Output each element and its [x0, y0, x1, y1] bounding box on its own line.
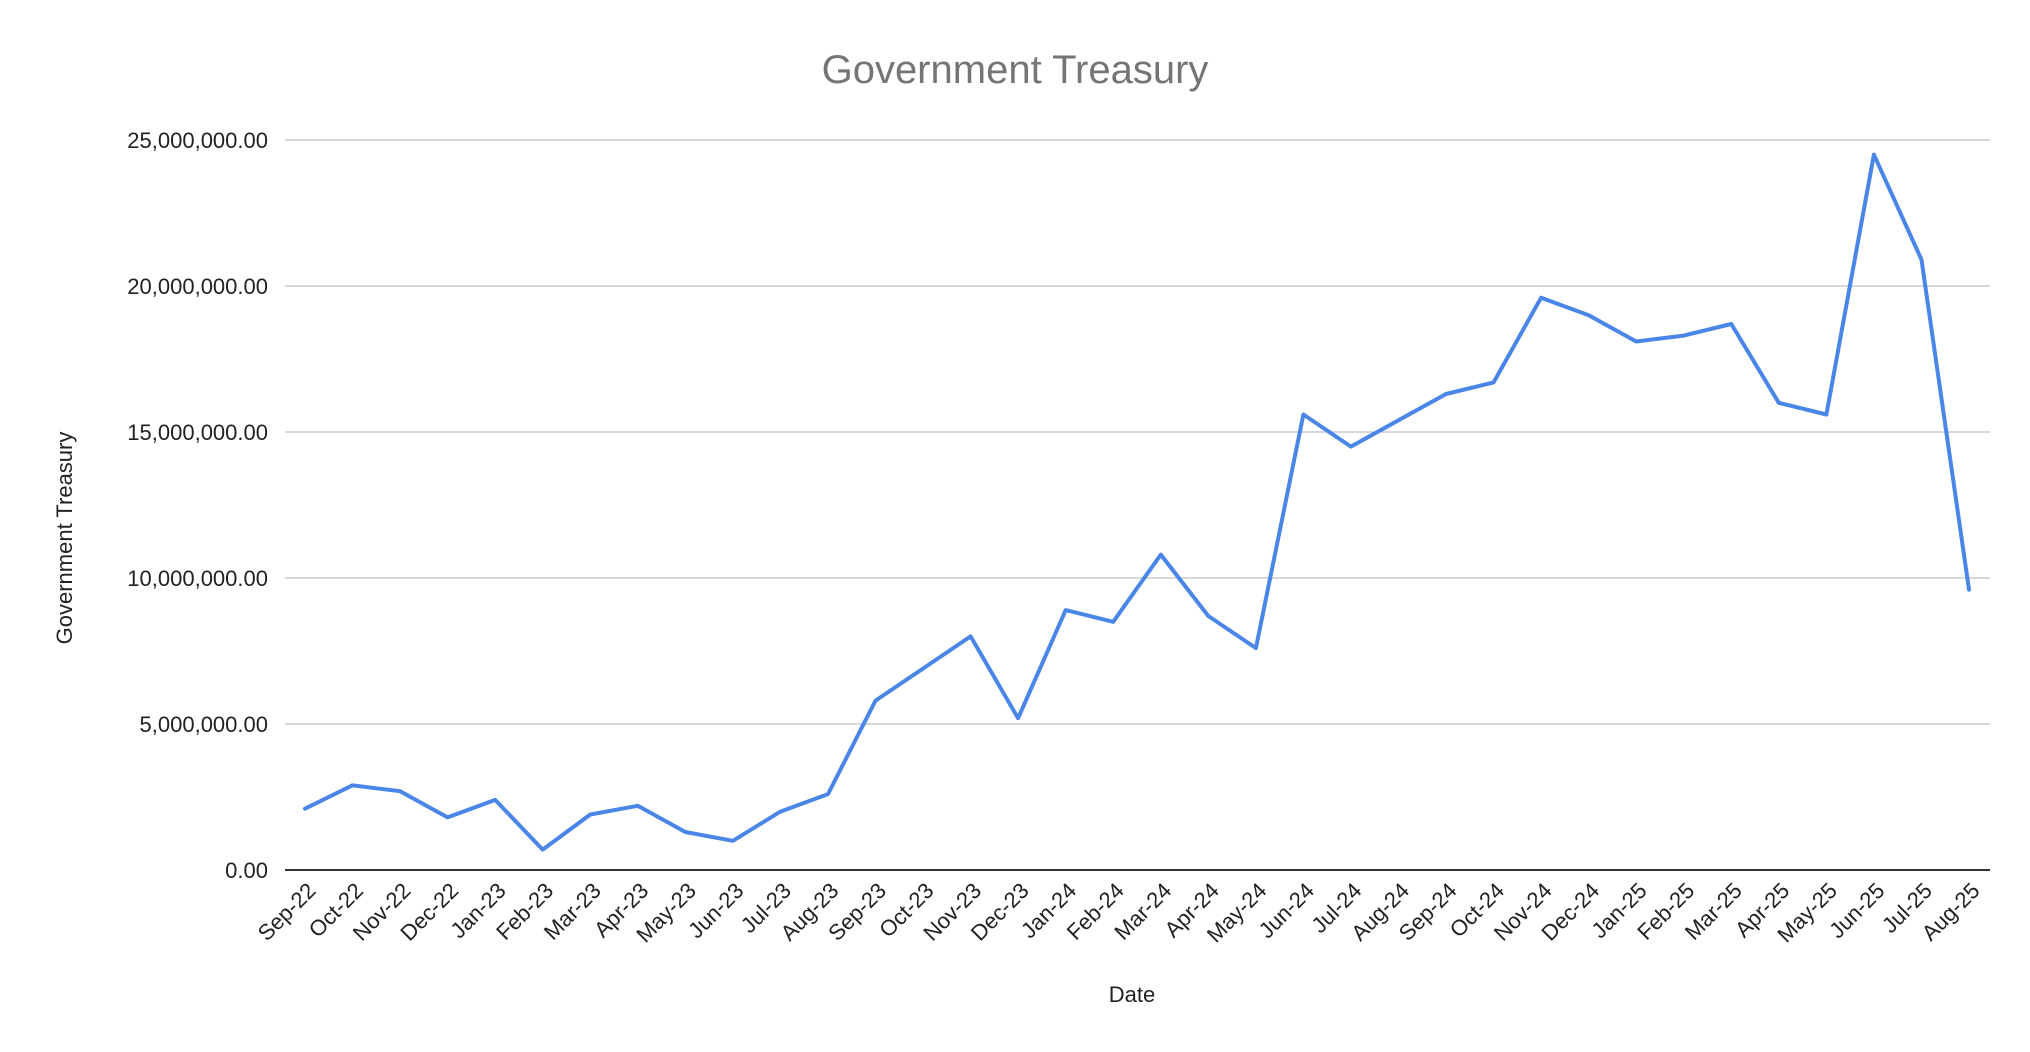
y-tick-label: 25,000,000.00: [127, 128, 268, 153]
data-point: [588, 813, 592, 817]
data-point: [921, 667, 925, 671]
x-tick-label: Sep-22: [253, 878, 321, 946]
data-point: [1872, 153, 1876, 157]
series-line: [303, 152, 1971, 852]
y-tick-label: 0.00: [225, 858, 268, 883]
data-point: [1396, 418, 1400, 422]
data-point: [1729, 322, 1733, 326]
y-tick-label: 20,000,000.00: [127, 274, 268, 299]
data-point: [398, 789, 402, 793]
data-point: [969, 634, 973, 638]
y-tick-label: 15,000,000.00: [127, 420, 268, 445]
data-point: [778, 810, 782, 814]
series-layer: [303, 152, 1971, 852]
data-point: [303, 807, 307, 811]
data-point: [731, 839, 735, 843]
data-point: [351, 783, 355, 787]
data-point: [1634, 339, 1638, 343]
data-point: [1967, 588, 1971, 592]
data-point: [493, 798, 497, 802]
data-point: [1919, 258, 1923, 262]
data-point: [1824, 412, 1828, 416]
data-point: [1444, 392, 1448, 396]
data-point: [1587, 313, 1591, 317]
data-point: [1064, 608, 1068, 612]
data-point: [541, 848, 545, 852]
chart-title: Government Treasury: [822, 48, 1209, 92]
y-tick-label: 5,000,000.00: [140, 712, 268, 737]
gridlines: [285, 139, 1990, 871]
data-point: [1111, 620, 1115, 624]
data-point: [636, 804, 640, 808]
y-axis-title: Government Treasury: [52, 432, 77, 645]
data-point: [1016, 716, 1020, 720]
y-axis-ticks: 0.00 5,000,000.00 10,000,000.00 15,000,000.…: [127, 128, 268, 883]
data-point: [1254, 646, 1258, 650]
x-axis-title: Date: [1109, 982, 1155, 1007]
data-point: [446, 815, 450, 819]
data-point: [1159, 553, 1163, 557]
data-point: [1206, 614, 1210, 618]
data-point: [826, 792, 830, 796]
y-tick-label: 10,000,000.00: [127, 566, 268, 591]
data-point: [1539, 296, 1543, 300]
data-point: [683, 830, 687, 834]
data-point: [1492, 380, 1496, 384]
data-point: [1777, 401, 1781, 405]
x-axis-ticks: Sep-22Oct-22Nov-22Dec-22Jan-23Feb-23Mar-…: [253, 878, 1985, 948]
data-point: [1301, 412, 1305, 416]
data-point: [1682, 334, 1686, 338]
data-point: [874, 699, 878, 703]
data-point: [1349, 445, 1353, 449]
